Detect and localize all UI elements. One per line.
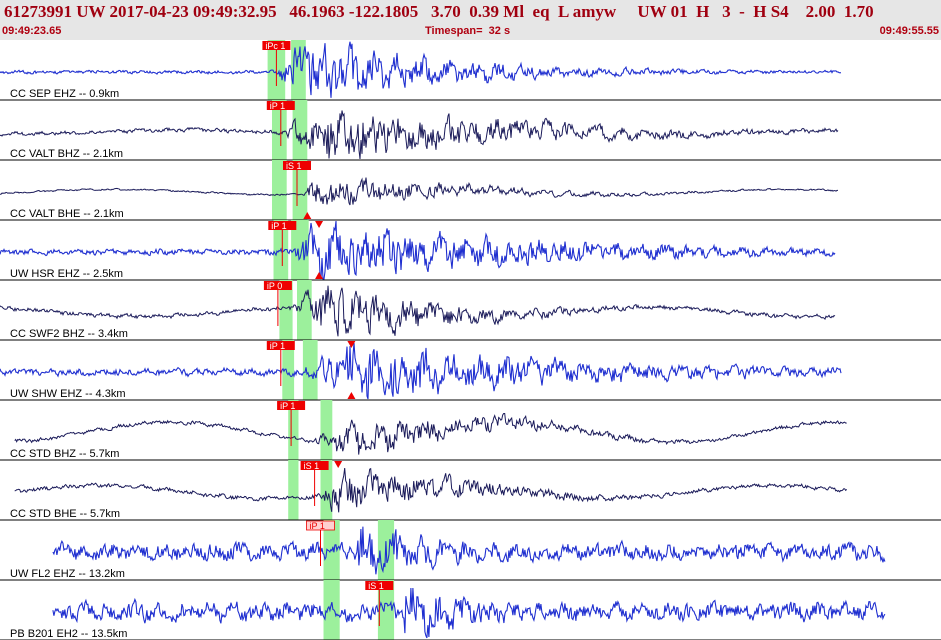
waveform-trace: [0, 110, 839, 160]
pick-flag[interactable]: [268, 221, 297, 230]
trace-label: CC SWF2 BHZ -- 3.4km: [10, 328, 128, 340]
pick-label: iPc 1: [265, 41, 285, 51]
trace-row[interactable]: iP 1 CC STD BHZ -- 5.7km: [0, 400, 941, 461]
pick-flag[interactable]: [277, 401, 306, 410]
waveform-trace: [0, 342, 842, 400]
waveform-trace: [0, 41, 842, 98]
trace-row[interactable]: iPc 1 CC SEP EHZ -- 0.9km: [0, 40, 941, 101]
trace-label: UW FL2 EHZ -- 13.2km: [10, 568, 125, 580]
pick-label: iP 0: [267, 281, 282, 291]
pick-window: [288, 460, 299, 520]
pick-flag[interactable]: [300, 461, 329, 470]
pick-flag[interactable]: [263, 281, 292, 290]
waveform-trace: [0, 220, 836, 280]
amplitude-marker: [303, 161, 312, 168]
amplitude-marker: [347, 341, 356, 348]
pick-flag[interactable]: [266, 101, 295, 110]
amplitude-marker: [315, 221, 324, 228]
amplitude-marker: [347, 392, 356, 399]
pick-flag[interactable]: [283, 161, 311, 170]
pick-label: iP 1: [271, 221, 286, 231]
trace-label: UW HSR EHZ -- 2.5km: [10, 268, 123, 280]
pick-window: [292, 160, 308, 220]
trace-label: CC STD BHZ -- 5.7km: [10, 448, 119, 460]
pick-label: iP 1: [280, 401, 295, 411]
pick-window: [302, 340, 318, 400]
start-time-label: 09:49:23.65: [2, 25, 62, 37]
trace-row[interactable]: iP 1 UW FL2 EHZ -- 13.2km: [0, 520, 941, 581]
pick-label: iS 1: [368, 581, 384, 591]
trace-label: UW SHW EHZ -- 4.3km: [10, 388, 126, 400]
pick-flag[interactable]: [306, 520, 335, 531]
waveform-trace: [0, 177, 838, 206]
pick-label: iS 1: [304, 461, 320, 471]
pick-flag[interactable]: [266, 341, 295, 350]
pick-window: [377, 580, 395, 640]
waveform-trace: [14, 467, 848, 513]
amplitude-marker: [303, 212, 312, 219]
amplitude-marker: [334, 461, 343, 468]
waveform-trace: [14, 413, 847, 455]
pick-window: [279, 280, 293, 340]
pick-label: iP 1: [270, 341, 285, 351]
header-band: [0, 0, 941, 40]
trace-row[interactable]: iP 0 CC SWF2 BHZ -- 3.4km: [0, 280, 941, 341]
pick-window: [320, 460, 333, 520]
pick-window: [291, 220, 309, 280]
waveform-trace: [52, 587, 886, 639]
amplitude-marker: [315, 272, 324, 279]
trace-label: CC STD BHE -- 5.7km: [10, 508, 120, 520]
pick-window: [323, 580, 340, 640]
pick-label: iP 1: [310, 521, 325, 531]
pick-label: iP 1: [270, 101, 285, 111]
pick-window: [272, 100, 287, 160]
trace-label: CC VALT BHE -- 2.1km: [10, 208, 124, 220]
trace-row[interactable]: iS 1 PB B201 EH2 -- 13.5km: [0, 580, 941, 640]
trace-row[interactable]: iP 1 UW SHW EHZ -- 4.3km: [0, 340, 941, 401]
pick-window: [292, 100, 308, 160]
trace-row[interactable]: iS 1 CC VALT BHE -- 2.1km: [0, 160, 941, 221]
page-title: 61273991 UW 2017-04-23 09:49:32.95 46.19…: [4, 2, 874, 21]
trace-row[interactable]: iP 1 CC VALT BHZ -- 2.1km: [0, 100, 941, 161]
trace-label: CC VALT BHZ -- 2.1km: [10, 148, 123, 160]
pick-window: [320, 400, 333, 460]
end-time-label: 09:49:55.55: [879, 25, 939, 37]
waveform-trace: [52, 526, 886, 575]
pick-window: [297, 280, 312, 340]
trace-label: CC SEP EHZ -- 0.9km: [10, 88, 119, 100]
timespan-label: Timespan= 32 s: [425, 25, 511, 37]
pick-label: iS 1: [286, 161, 302, 171]
trace-row[interactable]: iS 1 CC STD BHE -- 5.7km: [0, 460, 941, 521]
pick-flag[interactable]: [262, 41, 291, 50]
pick-window: [282, 340, 295, 400]
pick-window: [288, 400, 299, 460]
waveform-trace: [0, 285, 836, 337]
pick-flag[interactable]: [365, 581, 394, 590]
pick-window: [272, 160, 287, 220]
trace-label: PB B201 EH2 -- 13.5km: [10, 628, 127, 640]
trace-row[interactable]: iP 1 UW HSR EHZ -- 2.5km: [0, 220, 941, 281]
